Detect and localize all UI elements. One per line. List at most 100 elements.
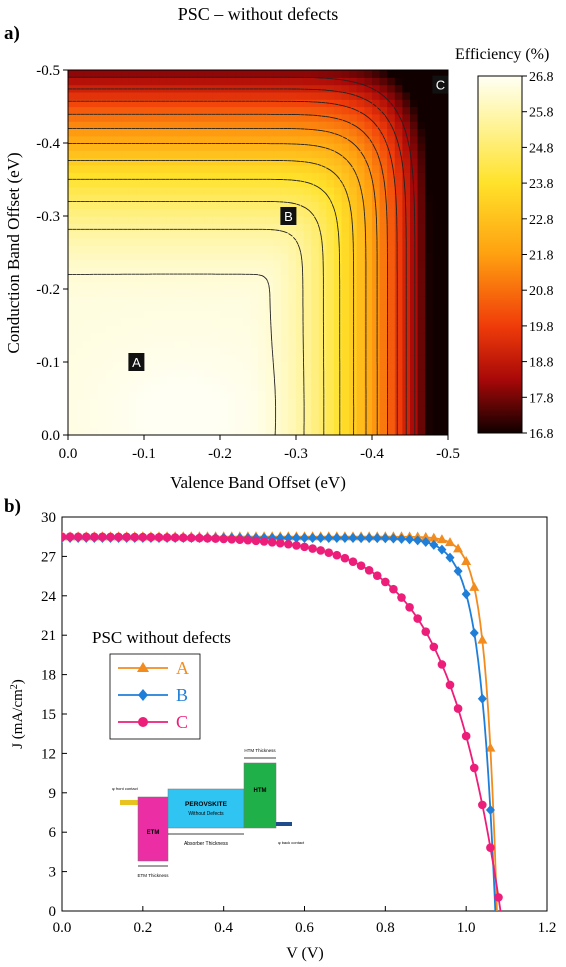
heatmap-cell — [182, 179, 191, 188]
heatmap-cell — [83, 164, 92, 173]
heatmap-cell — [90, 362, 99, 370]
y-tick-label: -0.1 — [36, 355, 60, 371]
heatmap-cell — [372, 223, 381, 232]
heatmap-cell — [68, 420, 77, 429]
point-label-b: B — [284, 209, 293, 224]
data-point-c — [316, 546, 325, 555]
jv-ylabel: J (mA/cm2) — [9, 679, 26, 749]
heatmap-cell — [303, 405, 312, 414]
heatmap-cell — [280, 391, 289, 400]
heatmap-cell — [151, 310, 160, 319]
heatmap-cell — [326, 369, 335, 378]
heatmap-cell — [174, 245, 183, 254]
heatmap-cell — [379, 383, 388, 392]
heatmap-cell — [379, 143, 388, 151]
heatmap-cell — [151, 296, 160, 305]
heatmap-cell — [144, 369, 153, 378]
heatmap-cell — [410, 128, 419, 137]
heatmap-cell — [75, 391, 84, 400]
heatmap-cell — [151, 237, 160, 246]
heatmap-cell — [144, 318, 153, 327]
heatmap-cell — [394, 194, 403, 202]
heatmap-cell — [220, 354, 229, 363]
heatmap-cell — [189, 194, 198, 202]
heatmap-cell — [106, 135, 115, 144]
heatmap-cell — [364, 143, 373, 151]
heatmap-cell — [189, 128, 198, 137]
heatmap-cell — [204, 398, 213, 407]
heatmap-cell — [334, 325, 343, 334]
heatmap-cell — [265, 194, 274, 202]
data-point-c — [227, 534, 237, 544]
heatmap-cell — [432, 252, 441, 261]
heatmap-cell — [204, 237, 213, 246]
heatmap-cell — [296, 289, 305, 297]
heatmap-cell — [212, 179, 221, 188]
heatmap-cell — [372, 99, 381, 108]
heatmap-cell — [182, 164, 191, 173]
heatmap-cell — [334, 318, 343, 327]
data-point-b — [388, 533, 398, 544]
heatmap-cell — [68, 179, 77, 188]
heatmap-cell — [410, 252, 419, 261]
heatmap-cell — [189, 405, 198, 414]
data-point-b — [364, 533, 374, 544]
heatmap-cell — [273, 354, 282, 363]
heatmap-cell — [372, 398, 381, 407]
heatmap-cell — [288, 267, 297, 275]
heatmap-cell — [280, 245, 289, 254]
heatmap-cell — [273, 289, 282, 297]
heatmap-cell — [410, 70, 419, 78]
heatmap-cell — [417, 318, 426, 327]
heatmap-cell — [98, 398, 107, 407]
heatmap-cell — [159, 179, 168, 188]
heatmap-cell — [83, 369, 92, 378]
data-point-c — [421, 627, 431, 636]
heatmap-cell — [197, 150, 206, 159]
heatmap-cell — [128, 106, 137, 115]
heatmap-cell — [75, 274, 84, 283]
heatmap-cell — [440, 296, 448, 305]
heatmap-cell — [417, 164, 426, 173]
heatmap-cell — [334, 340, 343, 348]
heatmap-cell — [159, 325, 168, 334]
heatmap-cell — [197, 128, 206, 137]
heatmap-cell — [417, 179, 426, 188]
heatmap-cell — [402, 106, 411, 115]
heatmap-cell — [326, 252, 335, 261]
heatmap-cell — [341, 208, 350, 217]
heatmap-cell — [326, 157, 335, 166]
heatmap-cell — [334, 391, 343, 400]
heatmap-cell — [417, 332, 426, 341]
heatmap-cell — [227, 420, 236, 429]
heatmap-cell — [364, 106, 373, 115]
heatmap-cell — [440, 128, 448, 137]
heatmap-cell — [90, 201, 99, 210]
heatmap-cell — [265, 99, 274, 108]
heatmap-cell — [144, 325, 153, 334]
heatmap-cell — [394, 135, 403, 144]
heatmap-cell — [303, 281, 312, 290]
heatmap-cell — [121, 230, 130, 239]
heatmap-cell — [440, 201, 448, 210]
heatmap-cell — [106, 325, 115, 334]
heatmap-cell — [121, 405, 130, 414]
heatmap-cell — [417, 274, 426, 283]
heatmap-cell — [379, 164, 388, 173]
heatmap-cell — [90, 274, 99, 283]
heatmap-cell — [394, 208, 403, 217]
heatmap-cell — [410, 99, 419, 108]
heatmap-cell — [83, 121, 92, 129]
heatmap-cell — [151, 113, 160, 122]
heatmap-cell — [189, 164, 198, 173]
heatmap-cell — [440, 157, 448, 166]
heatmap-cell — [280, 106, 289, 115]
heatmap-cell — [242, 157, 251, 166]
heatmap-cell — [258, 135, 267, 144]
heatmap-cell — [311, 77, 320, 86]
heatmap-cell — [68, 347, 77, 356]
heatmap-cell — [280, 179, 289, 188]
heatmap-cell — [98, 252, 107, 261]
data-point-c — [389, 584, 398, 594]
heatmap-cell — [113, 237, 122, 246]
